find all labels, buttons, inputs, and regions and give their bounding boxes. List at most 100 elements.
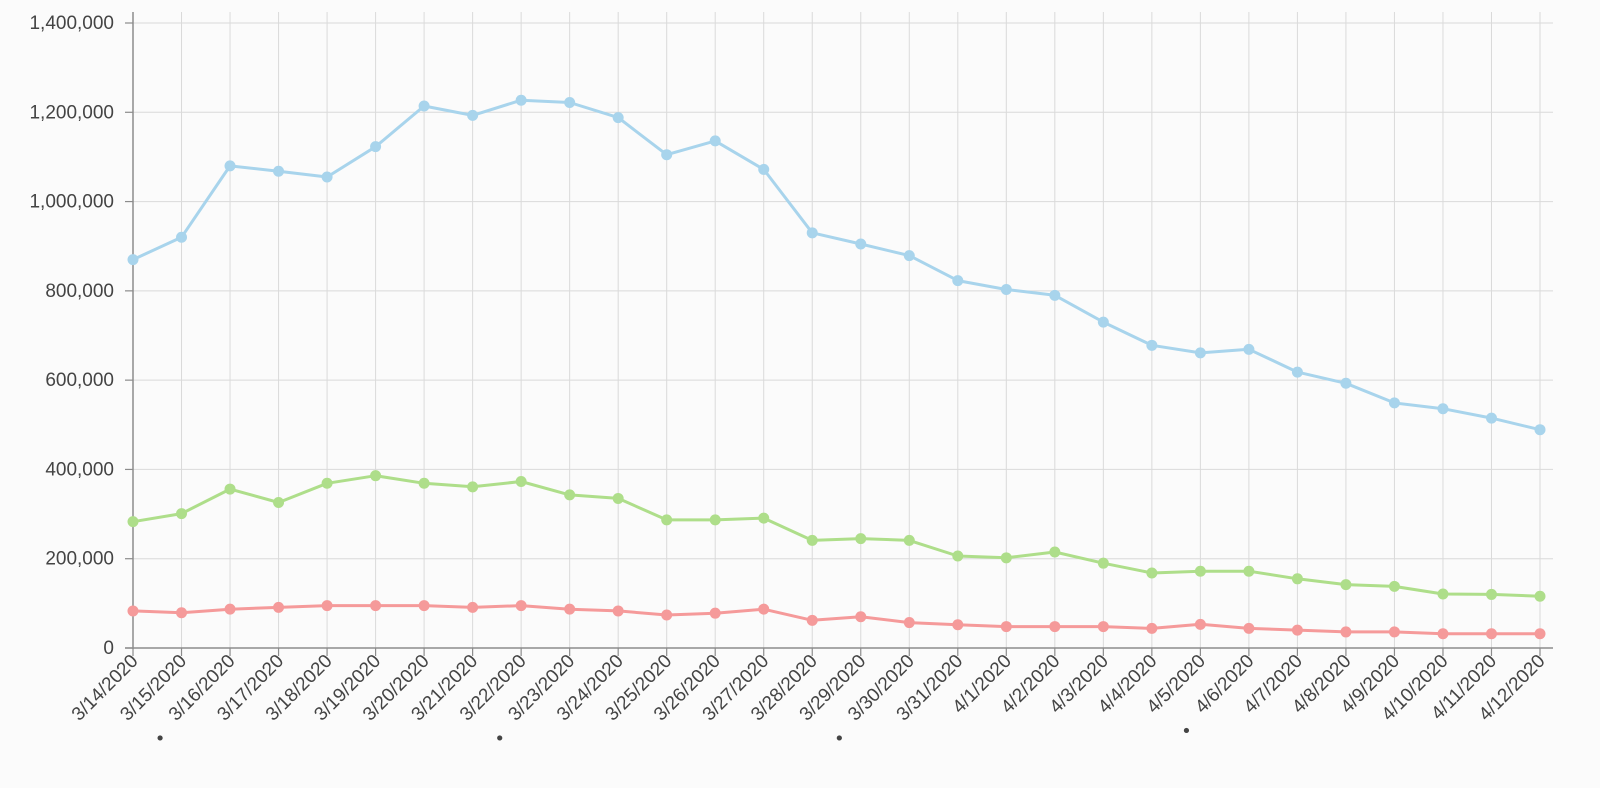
data-point [1534,628,1546,640]
data-point [758,163,770,175]
data-point [176,231,188,243]
data-point [1243,343,1255,355]
series-line [132,604,1540,636]
data-point [1291,366,1303,378]
data-point [1000,552,1012,564]
data-point [564,603,576,615]
data-point [273,165,285,177]
data-point [1097,621,1109,633]
data-point [1534,590,1546,602]
x-tick-marker [1183,727,1190,734]
data-point [1291,573,1303,585]
data-point [1097,316,1109,328]
data-point [1049,621,1061,633]
data-point [321,600,333,612]
data-point [903,534,915,546]
data-point [612,492,624,504]
data-point [952,619,964,631]
data-point [1000,284,1012,296]
data-point [127,605,139,617]
x-tick-marker [497,735,503,741]
data-point [467,481,479,493]
data-point [1388,626,1400,638]
data-point [952,275,964,287]
data-point [1437,588,1449,600]
data-point [1000,621,1012,633]
y-tick-label: 800,000 [45,281,114,302]
data-point [1146,339,1158,351]
data-point [1437,403,1449,415]
data-point [1340,377,1352,389]
data-point [1049,289,1061,301]
series-2 [127,600,1546,640]
data-point [1097,557,1109,569]
data-point [1388,397,1400,409]
data-point [1194,347,1206,359]
data-point [176,607,188,619]
data-point [1049,546,1061,558]
data-point [1534,424,1546,436]
series-layer [127,94,1546,640]
data-point [709,514,721,526]
data-point [806,227,818,239]
data-point [127,254,139,266]
x-tick-marker [836,735,842,741]
data-point [709,135,721,147]
y-tick-label: 1,000,000 [29,192,114,213]
y-tick-label: 1,400,000 [29,13,114,34]
data-point [224,603,236,615]
data-point [806,534,818,546]
data-point [370,141,382,153]
data-point [612,605,624,617]
y-tick-label: 0 [103,638,114,659]
data-point [758,512,770,524]
data-point [370,600,382,612]
series-1 [127,470,1546,602]
data-point [1291,624,1303,636]
y-tick-label: 600,000 [45,370,114,391]
data-point [855,533,867,545]
data-point [612,112,624,124]
data-point [370,470,382,482]
data-point [661,609,673,621]
series-line [132,98,1541,432]
y-tick-labels: 0 200,000 400,000 600,000 800,000 1,000,000 1,… [29,13,114,659]
y-tick-label: 200,000 [45,549,114,570]
data-point [1194,565,1206,577]
data-point [1243,622,1255,634]
data-point [661,149,673,161]
data-point [321,477,333,489]
data-point [661,514,673,526]
y-tick-label: 1,200,000 [29,102,114,123]
data-point [855,238,867,250]
data-point [1388,580,1400,592]
data-point [1485,628,1497,640]
x-tick-marker [157,735,163,741]
data-point [515,94,527,106]
data-point [467,601,479,613]
data-point [1340,579,1352,591]
data-point [1437,628,1449,640]
data-point [903,617,915,629]
data-point [952,550,964,562]
data-point [1485,588,1497,600]
grid-layer [133,12,1553,648]
data-point [273,496,285,508]
data-point [321,171,333,183]
data-point [903,250,915,262]
data-point [855,611,867,623]
data-point [224,160,236,172]
data-point [1243,565,1255,577]
data-point [127,516,139,528]
data-point [1194,618,1206,630]
data-point [224,483,236,495]
data-point [1146,567,1158,579]
data-point [515,600,527,612]
data-point [1146,622,1158,634]
series-line [132,474,1541,598]
data-point [418,477,430,489]
x-tick-labels: 3/14/20203/15/20203/16/20203/17/20203/18… [68,651,1550,741]
data-point [1340,626,1352,638]
